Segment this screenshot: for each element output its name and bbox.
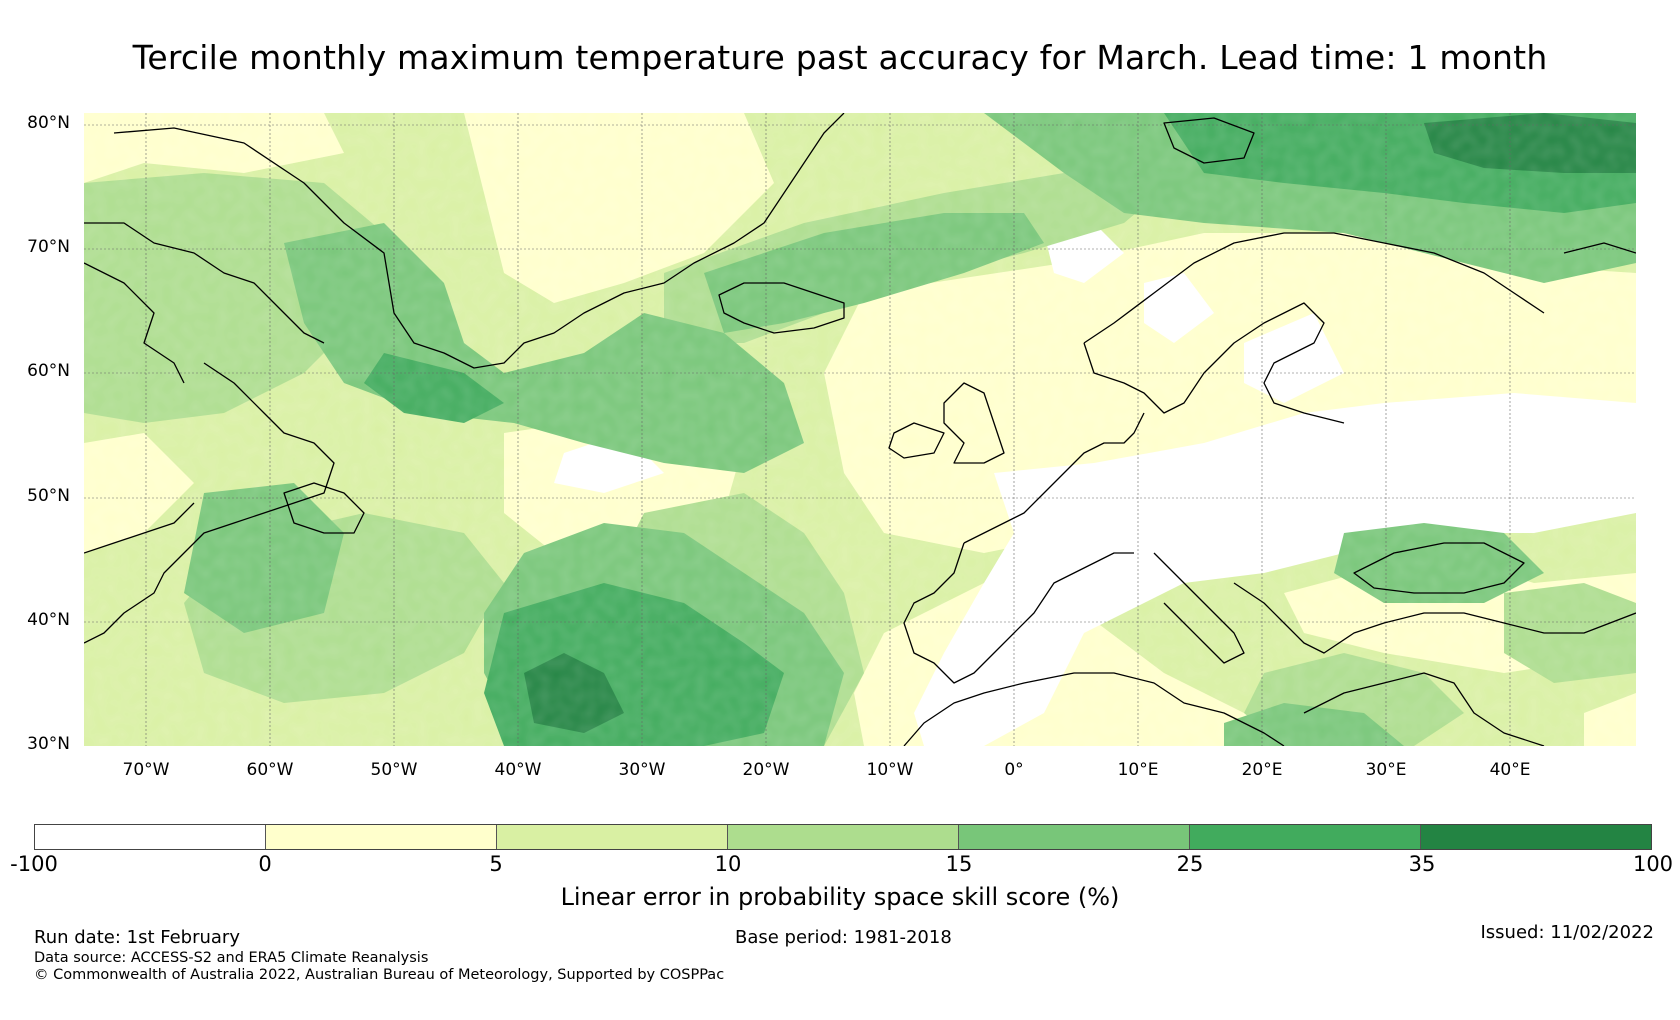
- lat-label-80n: 80°N: [27, 113, 70, 133]
- lon-label-40w: 40°W: [494, 760, 542, 780]
- lon-label-70w: 70°W: [122, 760, 170, 780]
- colorbar-tick-15: 15: [945, 852, 973, 876]
- colorbar-seg-25-35: [1190, 825, 1421, 849]
- lon-label-10e: 10°E: [1117, 760, 1159, 780]
- chart-title: Tercile monthly maximum temperature past…: [132, 38, 1548, 77]
- lat-label-30n: 30°N: [27, 734, 70, 754]
- issued-date: Issued: 11/02/2022: [1480, 922, 1654, 943]
- lon-label-20w: 20°W: [742, 760, 790, 780]
- colorbar-seg-neg100-0: [35, 825, 266, 849]
- colorbar-tick-5: 5: [489, 852, 503, 876]
- run-date: Run date: 1st February: [34, 927, 240, 948]
- lat-label-40n: 40°N: [27, 610, 70, 630]
- colorbar-tick-100: 100: [1632, 852, 1674, 876]
- lon-label-20e: 20°E: [1241, 760, 1283, 780]
- texture-overlay: [84, 113, 1636, 746]
- lat-label-60n: 60°N: [27, 361, 70, 381]
- colorbar-tick-neg100: -100: [10, 852, 58, 876]
- coastlines: [84, 113, 1636, 746]
- lon-label-0: 0°: [1004, 760, 1024, 780]
- colorbar-tick-0: 0: [258, 852, 272, 876]
- lat-label-70n: 70°N: [27, 237, 70, 257]
- colorbar-tick-35: 35: [1408, 852, 1436, 876]
- base-period: Base period: 1981-2018: [735, 927, 952, 948]
- data-source: Data source: ACCESS-S2 and ERA5 Climate …: [34, 950, 429, 966]
- skill-map-svg: [84, 113, 1636, 746]
- skill-map: [84, 113, 1636, 746]
- lon-label-60w: 60°W: [246, 760, 294, 780]
- lon-label-40e: 40°E: [1489, 760, 1531, 780]
- graticule: [84, 113, 1636, 746]
- copyright: © Commonwealth of Australia 2022, Austra…: [34, 967, 725, 983]
- lon-label-50w: 50°W: [370, 760, 418, 780]
- colorbar-seg-10-15: [728, 825, 959, 849]
- lon-label-30w: 30°W: [618, 760, 666, 780]
- lon-label-10w: 10°W: [866, 760, 914, 780]
- lat-label-50n: 50°N: [27, 486, 70, 506]
- colorbar-seg-5-10: [497, 825, 728, 849]
- colorbar-tick-10: 10: [714, 852, 742, 876]
- colorbar-seg-0-5: [266, 825, 497, 849]
- colorbar-seg-35-100: [1421, 825, 1651, 849]
- colorbar-tick-25: 25: [1176, 852, 1204, 876]
- colorbar-seg-15-25: [959, 825, 1190, 849]
- colorbar: [34, 824, 1652, 850]
- colorbar-label: Linear error in probability space skill …: [560, 883, 1120, 911]
- lon-label-30e: 30°E: [1365, 760, 1407, 780]
